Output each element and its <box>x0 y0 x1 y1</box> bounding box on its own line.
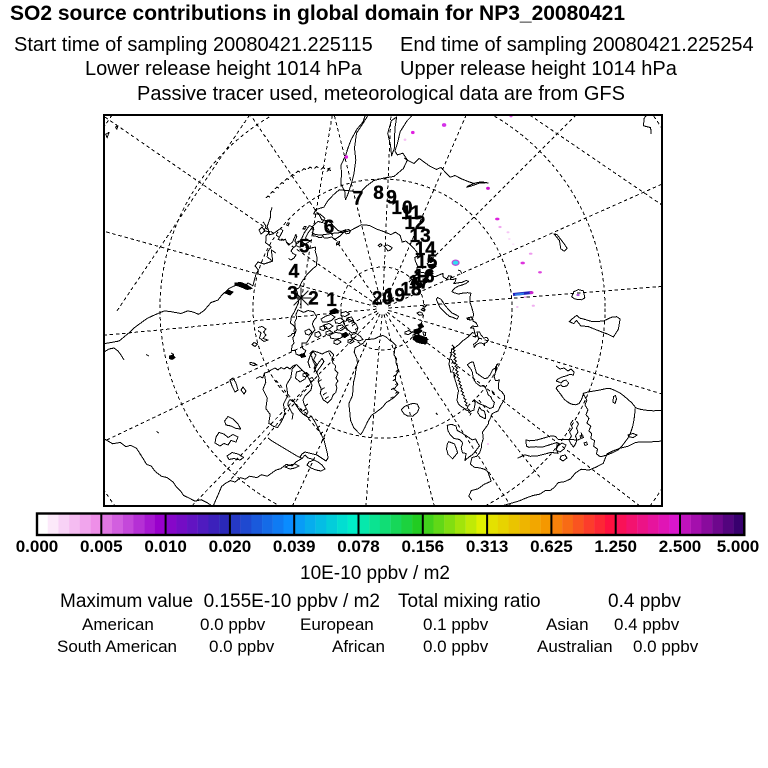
svg-text:2: 2 <box>308 289 319 310</box>
svg-text:9: 9 <box>386 188 397 209</box>
svg-text:16: 16 <box>413 267 434 288</box>
svg-text:10: 10 <box>391 198 412 219</box>
svg-text:1.250: 1.250 <box>594 537 637 556</box>
svg-text:19: 19 <box>384 286 405 307</box>
svg-text:12: 12 <box>404 213 425 234</box>
svg-text:0.020: 0.020 <box>209 537 252 556</box>
svg-text:0.156: 0.156 <box>402 537 445 556</box>
svg-text:5: 5 <box>299 237 310 258</box>
svg-text:18: 18 <box>400 280 421 301</box>
svg-text:0.078: 0.078 <box>337 537 380 556</box>
svg-text:5.000: 5.000 <box>717 537 760 556</box>
svg-text:1: 1 <box>326 290 337 311</box>
svg-text:0.010: 0.010 <box>144 537 187 556</box>
svg-text:3: 3 <box>287 283 298 304</box>
svg-text:4: 4 <box>289 261 300 282</box>
svg-text:20: 20 <box>372 289 393 310</box>
svg-text:8: 8 <box>373 183 384 204</box>
svg-text:6: 6 <box>324 217 335 238</box>
svg-text:15: 15 <box>416 252 438 273</box>
svg-text:2.500: 2.500 <box>659 537 702 556</box>
svg-text:0.313: 0.313 <box>466 537 509 556</box>
svg-text:7: 7 <box>353 188 364 209</box>
svg-text:13: 13 <box>410 226 431 247</box>
svg-text:0.039: 0.039 <box>273 537 316 556</box>
svg-text:17: 17 <box>408 273 429 294</box>
svg-text:11: 11 <box>401 203 422 224</box>
svg-text:0.005: 0.005 <box>80 537 123 556</box>
svg-text:0.000: 0.000 <box>16 537 59 556</box>
svg-text:0.625: 0.625 <box>530 537 573 556</box>
svg-text:14: 14 <box>415 239 437 260</box>
